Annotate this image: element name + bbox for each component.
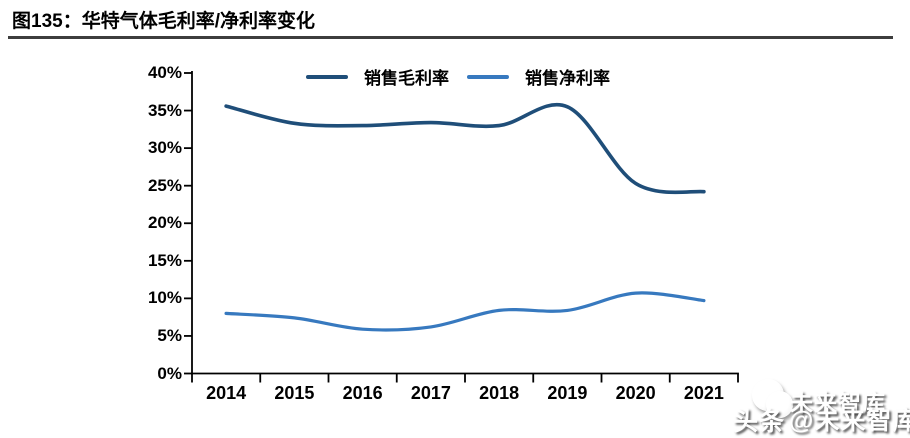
series-line-1 [224, 291, 706, 332]
title-divider [8, 36, 893, 39]
gross-margin-legend-label: 销售毛利率 [364, 69, 449, 88]
legend-item-gross-margin: 销售毛利率 [306, 64, 449, 89]
net-margin-legend-label: 销售净利率 [525, 69, 610, 88]
series-line-0 [224, 103, 706, 195]
gross-margin-legend-swatch-icon [306, 74, 348, 79]
net-margin-legend-swatch-icon [467, 74, 509, 79]
legend-item-net-margin: 销售净利率 [467, 64, 610, 89]
figure-title: 图135：华特气体毛利率/净利率变化 [12, 11, 315, 32]
chart-legend: 销售毛利率 销售净利率 [306, 64, 610, 89]
